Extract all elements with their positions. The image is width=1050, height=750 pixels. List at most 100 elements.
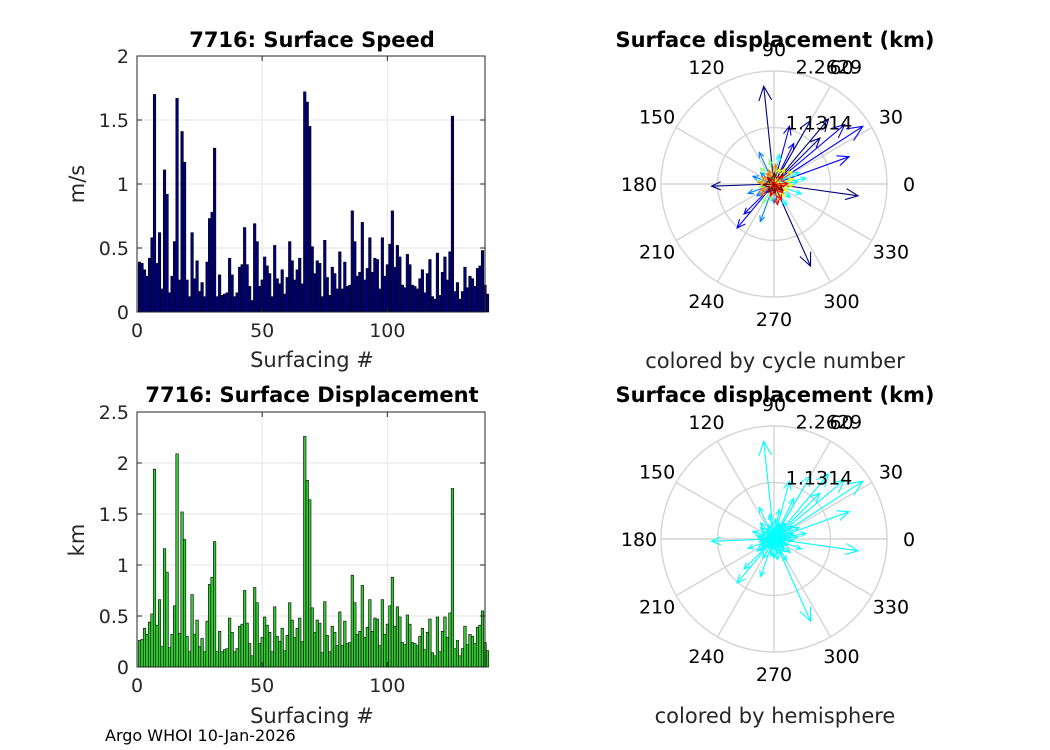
bar [255,602,259,668]
displacement-arrow [773,167,781,185]
polar-hemisphere-subtitle: colored by hemisphere [655,704,896,728]
bar [318,263,322,313]
bar [188,651,192,668]
angle-tick-label: 90 [762,394,786,416]
arrow-head [787,532,795,539]
arrow-head [756,180,764,187]
bar [333,632,337,668]
bar [305,480,309,668]
bar [308,126,312,313]
bar [210,211,214,313]
arrow-shaft [736,538,775,584]
y-tick-label: 1.5 [99,504,129,526]
bar [453,291,457,313]
bar [415,288,419,313]
bar [180,131,184,313]
bar [293,279,297,313]
bar [315,260,319,313]
bar [325,635,329,668]
radius-tick-label: 1.1314 [786,467,852,489]
bar [383,634,387,668]
angle-tick-label: 180 [621,529,657,551]
arrow-shaft [760,183,775,196]
bar [393,625,397,668]
angle-tick-label: 60 [829,57,853,79]
speed-x-axis-label: Surfacing # [250,348,374,372]
bar [183,161,187,313]
arrow-shaft [773,183,776,194]
displacement-bar-chart: 7716: Surface Displacement Surfacing # k… [65,383,490,728]
angle-tick-label: 150 [639,462,675,484]
displacement-arrow [758,439,775,540]
bar [195,619,199,668]
bar [445,279,449,313]
arrow-head [759,540,767,546]
displacement-arrow [759,538,775,546]
bar [255,241,259,313]
arrow-head [786,170,794,177]
angle-tick-label: 300 [823,646,859,668]
bar [263,616,267,668]
bar [368,599,372,668]
arrow-head [792,526,801,533]
bar [223,293,227,313]
bar [448,612,452,668]
bar [438,295,442,313]
displacement-arrow [773,479,792,540]
displacement-arrow [773,183,785,192]
bar [147,257,152,313]
bar [408,264,412,313]
bar [420,627,424,668]
radius-tick-label: 2.2629 [796,412,862,434]
displacement-arrow [773,155,851,185]
arrow-head [782,180,790,187]
arrow-head [769,545,775,553]
displacement-chart-title: 7716: Surface Displacement [145,383,478,407]
bar [458,298,462,313]
speed-y-axis-label: m/s [65,165,89,203]
polar-chart-by-hemisphere: Surface displacement (km) colored by hem… [615,383,934,728]
displacement-arrow [773,522,786,540]
arrow-shaft [773,511,850,540]
arrow-head [759,570,766,578]
displacement-arrow [771,183,778,195]
bar [460,291,465,313]
bar [398,616,402,668]
bar [233,296,237,313]
bar [250,300,254,313]
arrow-shaft [763,86,775,185]
arrow-head [786,525,794,532]
arrow-shaft [767,532,775,540]
bar [373,257,377,313]
arrow-head [836,155,851,166]
angle-tick-label: 150 [639,107,675,129]
bar [343,620,347,668]
bar [370,272,374,313]
bar [268,273,272,313]
bar [245,264,249,313]
bar [175,453,179,668]
angle-tick-label: 120 [688,412,724,434]
bar [360,222,364,313]
bar [210,576,214,668]
angle-tick-label: 0 [903,174,915,196]
arrow-head [779,522,786,530]
bar [150,237,154,313]
angle-tick-label: 210 [639,597,675,619]
arrow-head [799,606,812,623]
arrow-head [766,176,774,184]
bar [140,263,144,313]
arrow-head [800,474,812,488]
arrow-shaft [773,183,782,201]
arrow-head [743,207,751,215]
bar [268,632,272,668]
bar [250,655,254,668]
arrow-shaft [769,514,775,540]
angle-tick-label: 270 [756,309,792,331]
arrow-head [759,166,767,174]
x-tick-label: 50 [250,320,274,342]
bar [460,648,465,668]
bar [165,193,169,313]
arrow-head [787,537,795,544]
bar [465,287,470,313]
